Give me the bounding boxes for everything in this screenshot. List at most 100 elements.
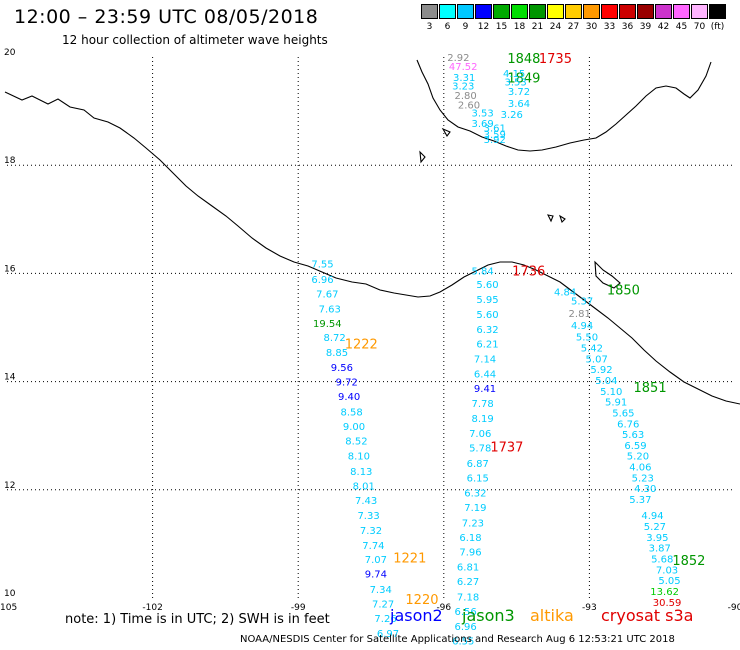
longitude-label: -96 (436, 603, 451, 613)
wave-height-label: 19.54 (313, 319, 342, 330)
wave-height-label: 5.04 (595, 376, 617, 387)
color-swatch (457, 4, 474, 19)
wave-height-label: 7.34 (370, 585, 392, 596)
wave-height-label: 4.94 (571, 321, 593, 332)
color-swatch-label: 24 (549, 22, 562, 32)
wave-height-label: 5.05 (658, 576, 680, 587)
wave-height-label: 5.10 (600, 387, 622, 398)
color-swatch (439, 4, 456, 19)
color-swatch (565, 4, 582, 19)
wave-height-label: 8.13 (350, 467, 372, 478)
pass-time-label: 1222 (345, 338, 378, 353)
wave-height-label: 7.63 (319, 305, 341, 316)
color-swatch-label: 42 (657, 22, 670, 32)
color-swatch (511, 4, 528, 19)
wave-height-label: 8.10 (348, 452, 370, 463)
credit-line: NOAA/NESDIS Center for Satellite Applica… (240, 634, 675, 645)
pass-time-label: 1850 (607, 284, 640, 299)
color-swatch (547, 4, 564, 19)
color-swatch (691, 4, 708, 19)
wave-height-label: 3.92 (484, 135, 506, 146)
coastline (4, 59, 740, 405)
wave-height-label: 3.95 (646, 533, 668, 544)
color-swatch-label: 70 (693, 22, 706, 32)
footnote: note: 1) Time is in UTC; 2) SWH is in fe… (65, 612, 330, 627)
color-swatch (673, 4, 690, 19)
gulf-coastline-islands (419, 127, 566, 224)
latitude-label: 12 (4, 481, 15, 491)
wave-height-label: 47.52 (449, 62, 478, 73)
wave-height-label: 8.52 (345, 437, 367, 448)
wave-height-label: 3.31 (453, 73, 475, 84)
wave-height-label: 5.60 (476, 280, 498, 291)
wave-height-label: 6.97 (377, 629, 399, 640)
wave-height-label: 7.07 (365, 555, 387, 566)
legend-jason2: jason2 (390, 606, 443, 625)
wave-height-label: 3.26 (501, 110, 523, 121)
legend-cryosat: cryosat s3a (601, 606, 694, 625)
wave-height-label: 5.23 (632, 473, 654, 484)
wave-height-label: 6.21 (476, 340, 498, 351)
color-swatch (655, 4, 672, 19)
color-swatch (601, 4, 618, 19)
wave-height-label: 6.59 (624, 441, 646, 452)
wave-height-label: 5.37 (629, 495, 651, 506)
wave-height-label: 7.32 (360, 526, 382, 537)
latitude-label: 18 (4, 156, 16, 166)
wave-height-label: 7.14 (474, 354, 496, 365)
color-swatch-label: 30 (585, 22, 598, 32)
wave-height-label: 5.92 (590, 365, 612, 376)
wave-height-label: 5.60 (476, 310, 498, 321)
color-swatch (619, 4, 636, 19)
wave-height-label: 6.27 (457, 577, 479, 588)
wave-height-label: 6.96 (311, 275, 333, 286)
wave-height-label: 8.19 (471, 414, 493, 425)
pacific-coastline (4, 91, 740, 405)
pass-time-label: 1737 (490, 441, 523, 456)
wave-height-label: 7.43 (355, 496, 377, 507)
wave-height-label: 7.55 (311, 260, 333, 271)
color-swatch-label: 45 (675, 22, 688, 32)
pass-time-label: 1848 (507, 52, 540, 67)
wave-height-label: 7.26 (374, 614, 396, 625)
color-swatch-label: 39 (639, 22, 652, 32)
map-title: 12:00 – 23:59 UTC 08/05/2018 (14, 6, 319, 28)
wave-height-label: 3.59 (484, 130, 506, 141)
wave-height-label: 7.78 (471, 399, 493, 410)
wave-height-label: 3.23 (452, 82, 474, 93)
color-swatch-label: 33 (603, 22, 616, 32)
wave-height-label: 9.41 (474, 384, 496, 395)
wave-height-label: 4.06 (629, 463, 651, 474)
wave-height-label: 2.80 (455, 91, 477, 102)
wave-height-label: 5.27 (644, 522, 666, 533)
wave-height-label: 2.81 (569, 309, 591, 320)
wave-height-label: 30.59 (653, 598, 682, 609)
wave-height-label: 7.33 (357, 511, 379, 522)
wave-height-label: 6.55 (452, 637, 474, 648)
wave-height-label: 4.15 (503, 69, 525, 80)
color-swatch (421, 4, 438, 19)
wave-height-label: 5.07 (586, 354, 608, 365)
wave-height-label: 6.32 (476, 325, 498, 336)
color-swatch-label: (ft) (710, 22, 725, 32)
longitude-label: -105 (0, 603, 17, 613)
latitude-label: 10 (4, 589, 16, 599)
wave-height-label: 6.18 (459, 533, 481, 544)
wave-height-label: 6.76 (617, 419, 639, 430)
wave-height-label: 3.64 (508, 99, 530, 110)
lagoon-outline (594, 260, 621, 289)
wave-height-label: 7.74 (362, 541, 384, 552)
wave-height-label: 9.56 (331, 363, 353, 374)
color-swatch-label: 9 (462, 22, 469, 32)
wave-height-label: 8.58 (340, 407, 362, 418)
color-swatch (529, 4, 546, 19)
wave-height-label: 8.85 (326, 348, 348, 359)
wave-height-label: 5.20 (627, 452, 649, 463)
wave-height-label: 7.03 (656, 565, 678, 576)
latitude-label: 16 (4, 264, 16, 274)
color-swatch-label: 12 (477, 22, 490, 32)
wave-height-label: 9.00 (343, 422, 365, 433)
